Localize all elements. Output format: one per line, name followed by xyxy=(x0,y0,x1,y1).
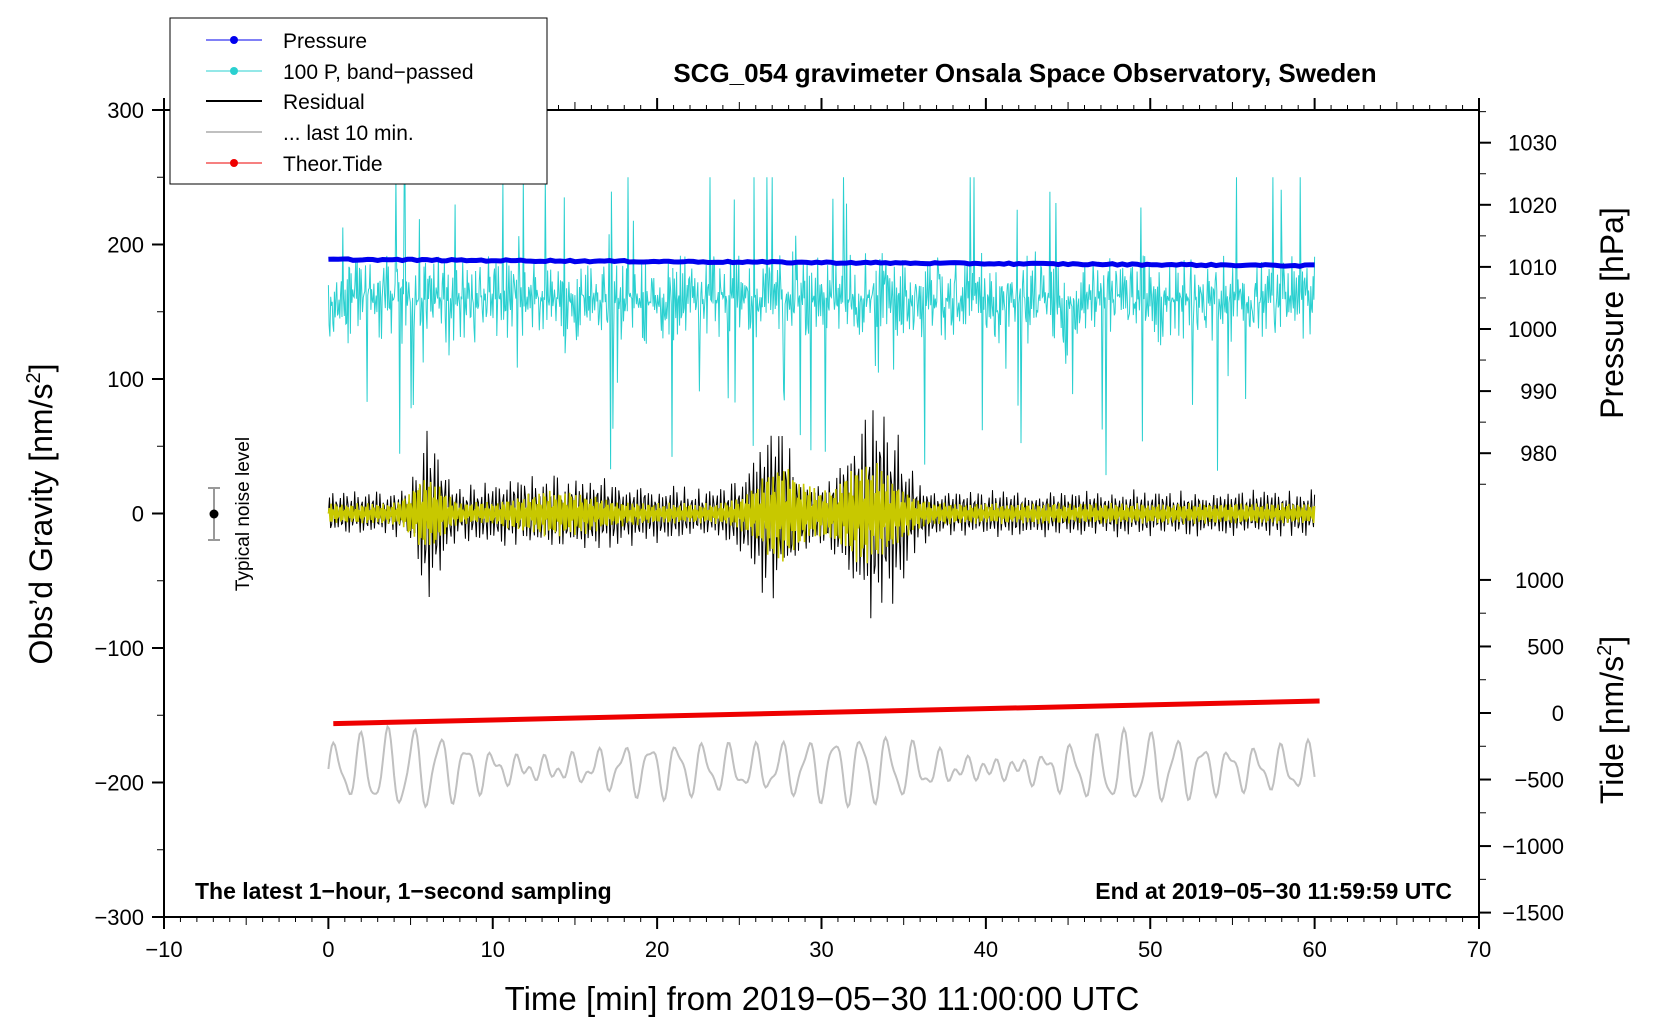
x-axis-ticks: −10 0 10 20 30 40 50 60 70 xyxy=(145,98,1491,962)
x-tick-label: 30 xyxy=(809,937,833,962)
y-tick-label: 0 xyxy=(132,502,144,527)
legend-last10-label: ... last 10 min. xyxy=(283,122,414,145)
noise-bar xyxy=(208,487,220,541)
y-tick-label: 100 xyxy=(107,367,144,392)
x-tick-label: 0 xyxy=(322,937,334,962)
y-tick-label: 200 xyxy=(107,233,144,258)
y-axis-label-tide-sup: 2 xyxy=(1594,645,1616,656)
legend-tide-label: Theor.Tide xyxy=(283,153,383,176)
x-tick-label: 40 xyxy=(974,937,998,962)
pressure-line xyxy=(328,256,1315,269)
x-tick-label: 10 xyxy=(481,937,505,962)
legend-tide-marker xyxy=(230,159,238,167)
legend-bandpassed-marker xyxy=(230,67,238,75)
filtered-residual-line xyxy=(327,462,1316,564)
noise-bar-point xyxy=(209,509,219,519)
tide-tick-label: 1000 xyxy=(1515,568,1564,593)
pressure-tick-label: 1020 xyxy=(1508,193,1557,218)
theoretical-tide-line xyxy=(333,698,1320,727)
y-tick-label: 300 xyxy=(107,98,144,123)
y-tick-label: −100 xyxy=(94,636,144,661)
legend-residual-label: Residual xyxy=(283,91,365,114)
tide-tick-label: 500 xyxy=(1527,634,1564,659)
annotation-end-time: End at 2019−05−30 11:59:59 UTC xyxy=(1095,878,1452,904)
x-tick-label: −10 xyxy=(145,937,182,962)
y-axis-label-pressure: Pressure [hPa] xyxy=(1594,207,1630,419)
x-tick-label: 70 xyxy=(1467,937,1491,962)
x-tick-label: 60 xyxy=(1302,937,1326,962)
y-axis-label-tide-end: ] xyxy=(1594,636,1630,645)
legend-pressure-marker xyxy=(230,36,238,44)
y-axis-left-ticks: −300 −200 −100 0 100 200 300 xyxy=(94,98,164,930)
y-tick-label: −200 xyxy=(94,771,144,796)
legend-pressure-label: Pressure xyxy=(283,30,367,53)
noise-level-label: Typical noise level xyxy=(233,437,254,591)
bandpassed-pressure-line xyxy=(327,176,1316,476)
x-tick-label: 20 xyxy=(645,937,669,962)
chart-title: SCG_054 gravimeter Onsala Space Observat… xyxy=(673,58,1376,88)
y-axis-label-tide-main: Tide [nm/s xyxy=(1594,656,1630,804)
plot-area xyxy=(327,176,1320,809)
pressure-tick-label: 980 xyxy=(1520,441,1557,466)
x-tick-label: 50 xyxy=(1138,937,1162,962)
y-axis-label-left: Obs’d Gravity [nm/s2] xyxy=(23,364,59,665)
y-axis-label-left-end: ] xyxy=(23,364,59,373)
pressure-tick-label: 1030 xyxy=(1508,131,1557,156)
y-axis-label-left-sup: 2 xyxy=(23,372,45,383)
pressure-tick-label: 1010 xyxy=(1508,255,1557,280)
legend: Pressure 100 P, band−passed Residual ...… xyxy=(169,17,548,185)
annotation-sampling: The latest 1−hour, 1−second sampling xyxy=(195,878,612,904)
tide-tick-label: 0 xyxy=(1552,701,1564,726)
y-axis-right-ticks: 980 990 1000 1010 1020 1030 −1500 −1000 −500 0 500… xyxy=(1479,111,1564,926)
legend-bandpassed-label: 100 P, band−passed xyxy=(283,61,474,84)
y-tick-label: −300 xyxy=(94,905,144,930)
tide-tick-label: −500 xyxy=(1514,768,1564,793)
tide-tick-label: −1000 xyxy=(1502,834,1564,859)
y-axis-label-left-main: Obs’d Gravity [nm/s xyxy=(23,384,59,665)
tide-tick-label: −1500 xyxy=(1502,901,1564,926)
pressure-tick-label: 1000 xyxy=(1508,317,1557,342)
y-axis-label-tide: Tide [nm/s2] xyxy=(1594,636,1630,804)
pressure-tick-label: 990 xyxy=(1520,379,1557,404)
last-10-min-line xyxy=(327,724,1316,809)
x-axis-label: Time [min] from 2019−05−30 11:00:00 UTC xyxy=(505,980,1140,1017)
